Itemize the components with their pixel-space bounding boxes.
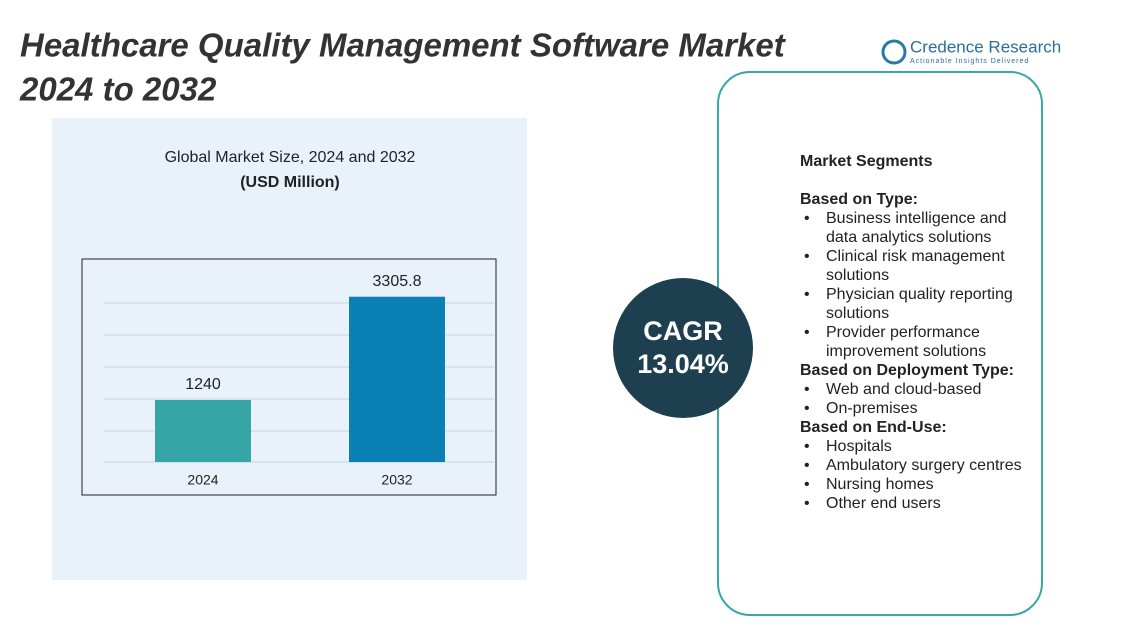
segment-item: Web and cloud-based [804, 380, 1032, 399]
segment-item: Hospitals [804, 437, 1032, 456]
title: Healthcare Quality Management Software M… [20, 27, 787, 64]
segment-item: Clinical risk management solutions [804, 247, 1032, 285]
segment-heading: Based on Type: [800, 191, 918, 208]
segments-title: Market Segments [800, 153, 933, 170]
bar [155, 400, 251, 462]
cagr-circle [613, 278, 753, 418]
segment-item: Physician quality reporting solutions [804, 285, 1032, 323]
chart-panel [52, 118, 527, 580]
logo-icon [881, 39, 907, 65]
cagr-label: CAGR [643, 316, 723, 346]
segment-heading: Based on Deployment Type: [800, 362, 1014, 379]
chart-title: Global Market Size, 2024 and 2032 [165, 149, 416, 166]
bar [349, 296, 445, 462]
segment-heading: Based on End-Use: [800, 419, 947, 436]
segment-item: Provider performance improvement solutio… [804, 323, 1032, 361]
segment-item: Business intelligence and data analytics… [804, 209, 1032, 247]
segment-list: Business intelligence and data analytics… [800, 209, 1032, 361]
title: 2024 to 2032 [19, 71, 217, 108]
logo-name: Credence Research [910, 37, 1061, 56]
segment-item: Nursing homes [804, 475, 1032, 494]
logo-tagline: Actionable Insights Delivered [910, 58, 1029, 65]
chart-subtitle: (USD Million) [240, 174, 340, 191]
plot-frame [81, 258, 497, 496]
x-tick-label: 2032 [381, 472, 412, 488]
segment-list: Web and cloud-basedOn-premises [800, 380, 1032, 418]
x-tick-label: 2024 [187, 472, 218, 488]
segment-list: HospitalsAmbulatory surgery centresNursi… [800, 437, 1032, 513]
segment-item: Ambulatory surgery centres [804, 456, 1032, 475]
segment-item: Other end users [804, 494, 1032, 513]
cagr-value: 13.04% [637, 349, 729, 379]
segment-item: On-premises [804, 399, 1032, 418]
data-label: 1240 [185, 376, 221, 393]
data-label: 3305.8 [373, 273, 422, 290]
segments: Market Segments Based on Type:Business i… [800, 152, 1032, 513]
